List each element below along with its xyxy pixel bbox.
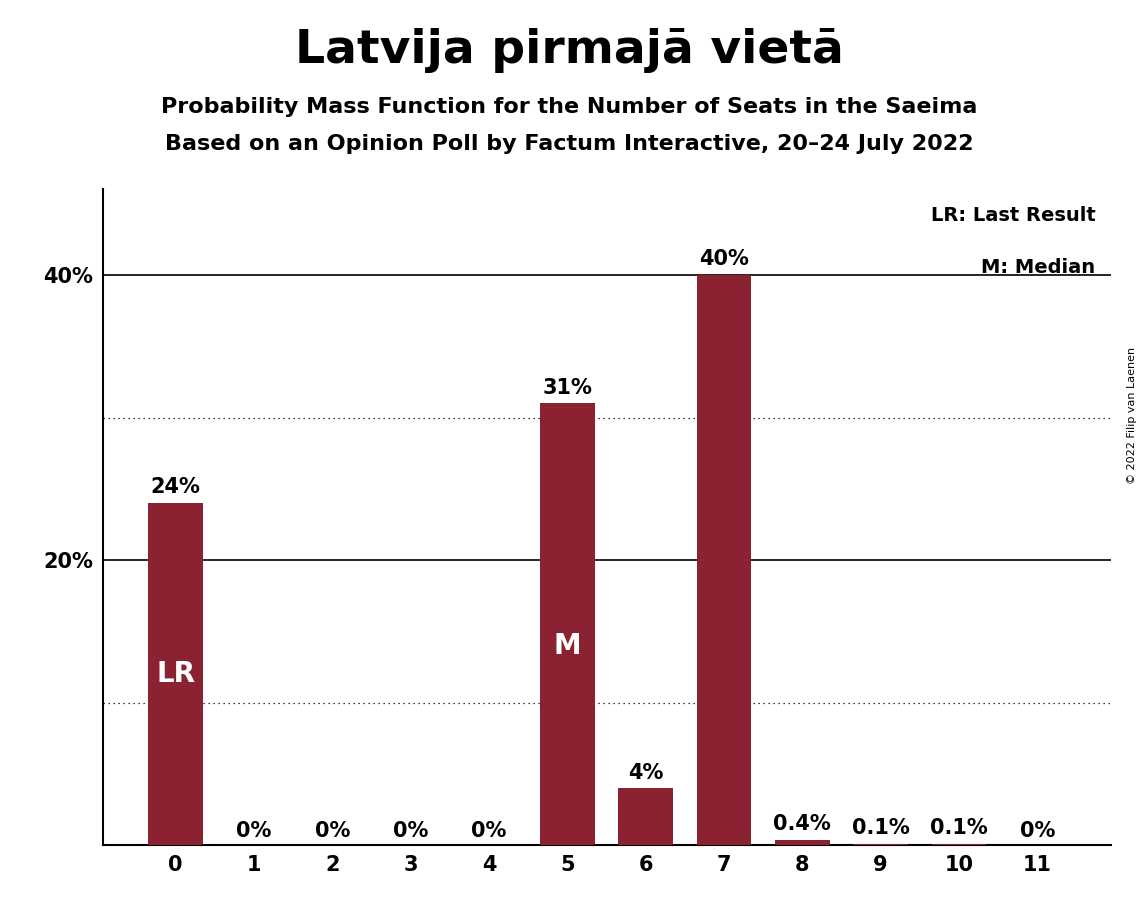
Text: 0.1%: 0.1% [931, 819, 988, 838]
Bar [853, 844, 908, 845]
Text: 0%: 0% [393, 821, 428, 841]
Bar [775, 840, 829, 845]
Text: 40%: 40% [699, 249, 749, 269]
Text: 0%: 0% [1019, 821, 1055, 841]
Text: Latvija pirmajā vietā: Latvija pirmajā vietā [295, 28, 844, 73]
Text: 0%: 0% [472, 821, 507, 841]
Text: M: M [554, 632, 581, 660]
Text: Probability Mass Function for the Number of Seats in the Saeima: Probability Mass Function for the Number… [162, 97, 977, 117]
Bar [697, 275, 752, 845]
Text: © 2022 Filip van Laenen: © 2022 Filip van Laenen [1126, 347, 1137, 484]
Bar [540, 404, 595, 845]
Text: 0.4%: 0.4% [773, 814, 831, 834]
Text: 31%: 31% [542, 378, 592, 397]
Text: LR: LR [156, 661, 195, 688]
Text: Based on an Opinion Poll by Factum Interactive, 20–24 July 2022: Based on an Opinion Poll by Factum Inter… [165, 134, 974, 154]
Bar [932, 844, 986, 845]
Text: 0.1%: 0.1% [852, 819, 910, 838]
Text: 0%: 0% [237, 821, 272, 841]
Text: 24%: 24% [150, 478, 200, 497]
Bar [148, 504, 203, 845]
Bar [618, 788, 673, 845]
Text: M: Median: M: Median [982, 259, 1096, 277]
Text: 0%: 0% [314, 821, 350, 841]
Text: 4%: 4% [628, 762, 663, 783]
Text: LR: Last Result: LR: Last Result [931, 206, 1096, 225]
